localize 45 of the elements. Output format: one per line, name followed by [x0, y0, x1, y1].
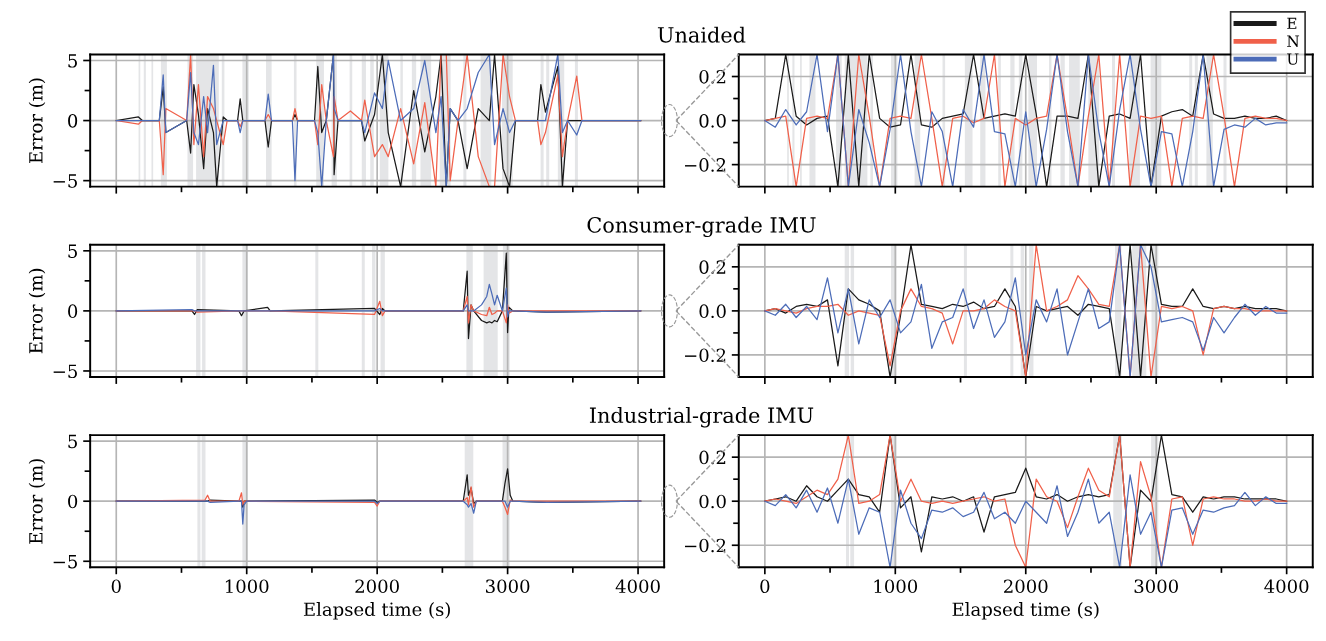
- line-series: [115, 500, 642, 525]
- y-tick-label: −0.2: [685, 348, 726, 363]
- x-axis-title: Elapsed time (s): [952, 602, 1099, 620]
- y-tick-label: 0.0: [699, 494, 726, 509]
- legend-label: N: [1287, 35, 1300, 47]
- y-tick-label: 0.2: [699, 260, 726, 274]
- line-series: [764, 54, 1288, 187]
- chart-title: Unaided: [657, 26, 746, 43]
- y-tick-label: 0.0: [699, 114, 726, 128]
- x-tick-label: 3000: [486, 579, 530, 594]
- y-axis-title: Error (m): [28, 268, 46, 354]
- line-series: [764, 474, 1288, 568]
- y-tick-label: −5: [53, 554, 77, 569]
- x-tick-label: 1000: [225, 579, 269, 594]
- y-tick-label: 0.0: [699, 304, 726, 318]
- line-series: [115, 54, 642, 187]
- x-tick-label: 4000: [615, 579, 660, 594]
- x-tick-label: 2000: [355, 579, 399, 594]
- line-series: [115, 283, 642, 318]
- x-tick-label: 3000: [1134, 579, 1178, 594]
- y-tick-label: 5: [68, 434, 77, 449]
- y-axis-title: Error (m): [28, 459, 46, 544]
- y-tick-label: −0.2: [685, 538, 726, 553]
- y-tick-label: 0.2: [699, 450, 726, 465]
- y-tick-label: −5: [53, 364, 77, 379]
- x-tick-label: 0: [760, 579, 770, 594]
- y-tick-label: −5: [53, 174, 77, 188]
- chart-title: Industrial-grade IMU: [589, 406, 814, 428]
- x-tick-label: 0: [111, 579, 121, 594]
- line-series: [764, 244, 1288, 377]
- x-tick-label: 4000: [1264, 579, 1309, 594]
- chart-title: Consumer-grade IMU: [587, 216, 816, 238]
- y-tick-label: 0: [68, 304, 78, 318]
- legend-label: E: [1287, 17, 1297, 29]
- y-tick-label: 0.2: [699, 69, 726, 84]
- y-tick-label: 5: [68, 54, 77, 68]
- legend-label: U: [1287, 53, 1299, 65]
- x-tick-label: 2000: [1004, 579, 1048, 594]
- y-tick-label: 0: [68, 114, 78, 128]
- y-tick-label: −0.2: [685, 158, 726, 172]
- y-axis-title: Error (m): [28, 78, 46, 164]
- y-tick-label: 5: [68, 244, 77, 258]
- x-axis-title: Elapsed time (s): [303, 602, 450, 620]
- x-tick-label: 1000: [874, 579, 918, 594]
- y-tick-label: 0: [68, 494, 78, 509]
